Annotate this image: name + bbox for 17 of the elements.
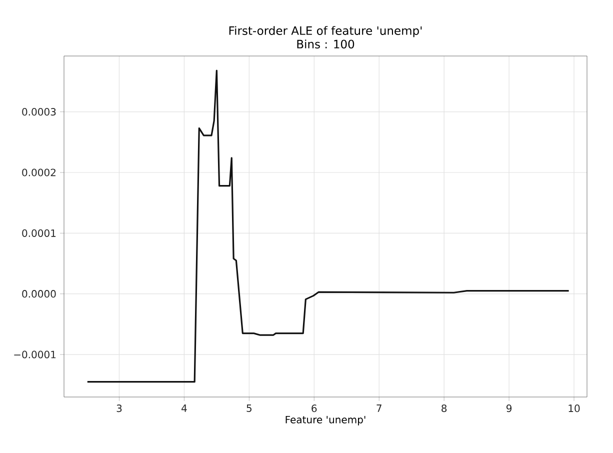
y-tick-label: −0.0001 [14,350,56,358]
chart-subtitle: Bins : 100 [297,40,354,48]
y-tick-label: 0.0000 [22,290,56,298]
x-tick-label: 6 [312,404,317,412]
x-tick-label: 4 [182,404,187,412]
x-tick-label: 9 [506,404,512,412]
x-tick-label: 3 [116,404,122,412]
x-tick-label: 7 [376,404,382,412]
x-tick-label: 5 [246,404,252,412]
y-tick-label: 0.0003 [22,108,56,116]
chart-title: First-order ALE of feature 'unemp' [229,26,422,38]
x-tick-label: 10 [568,404,580,412]
x-axis-title: Feature 'unemp' [286,416,366,426]
y-tick-label: 0.0001 [22,229,56,237]
x-tick-label: 8 [442,404,447,412]
y-tick-label: 0.0002 [22,168,56,176]
line-series [86,70,570,383]
